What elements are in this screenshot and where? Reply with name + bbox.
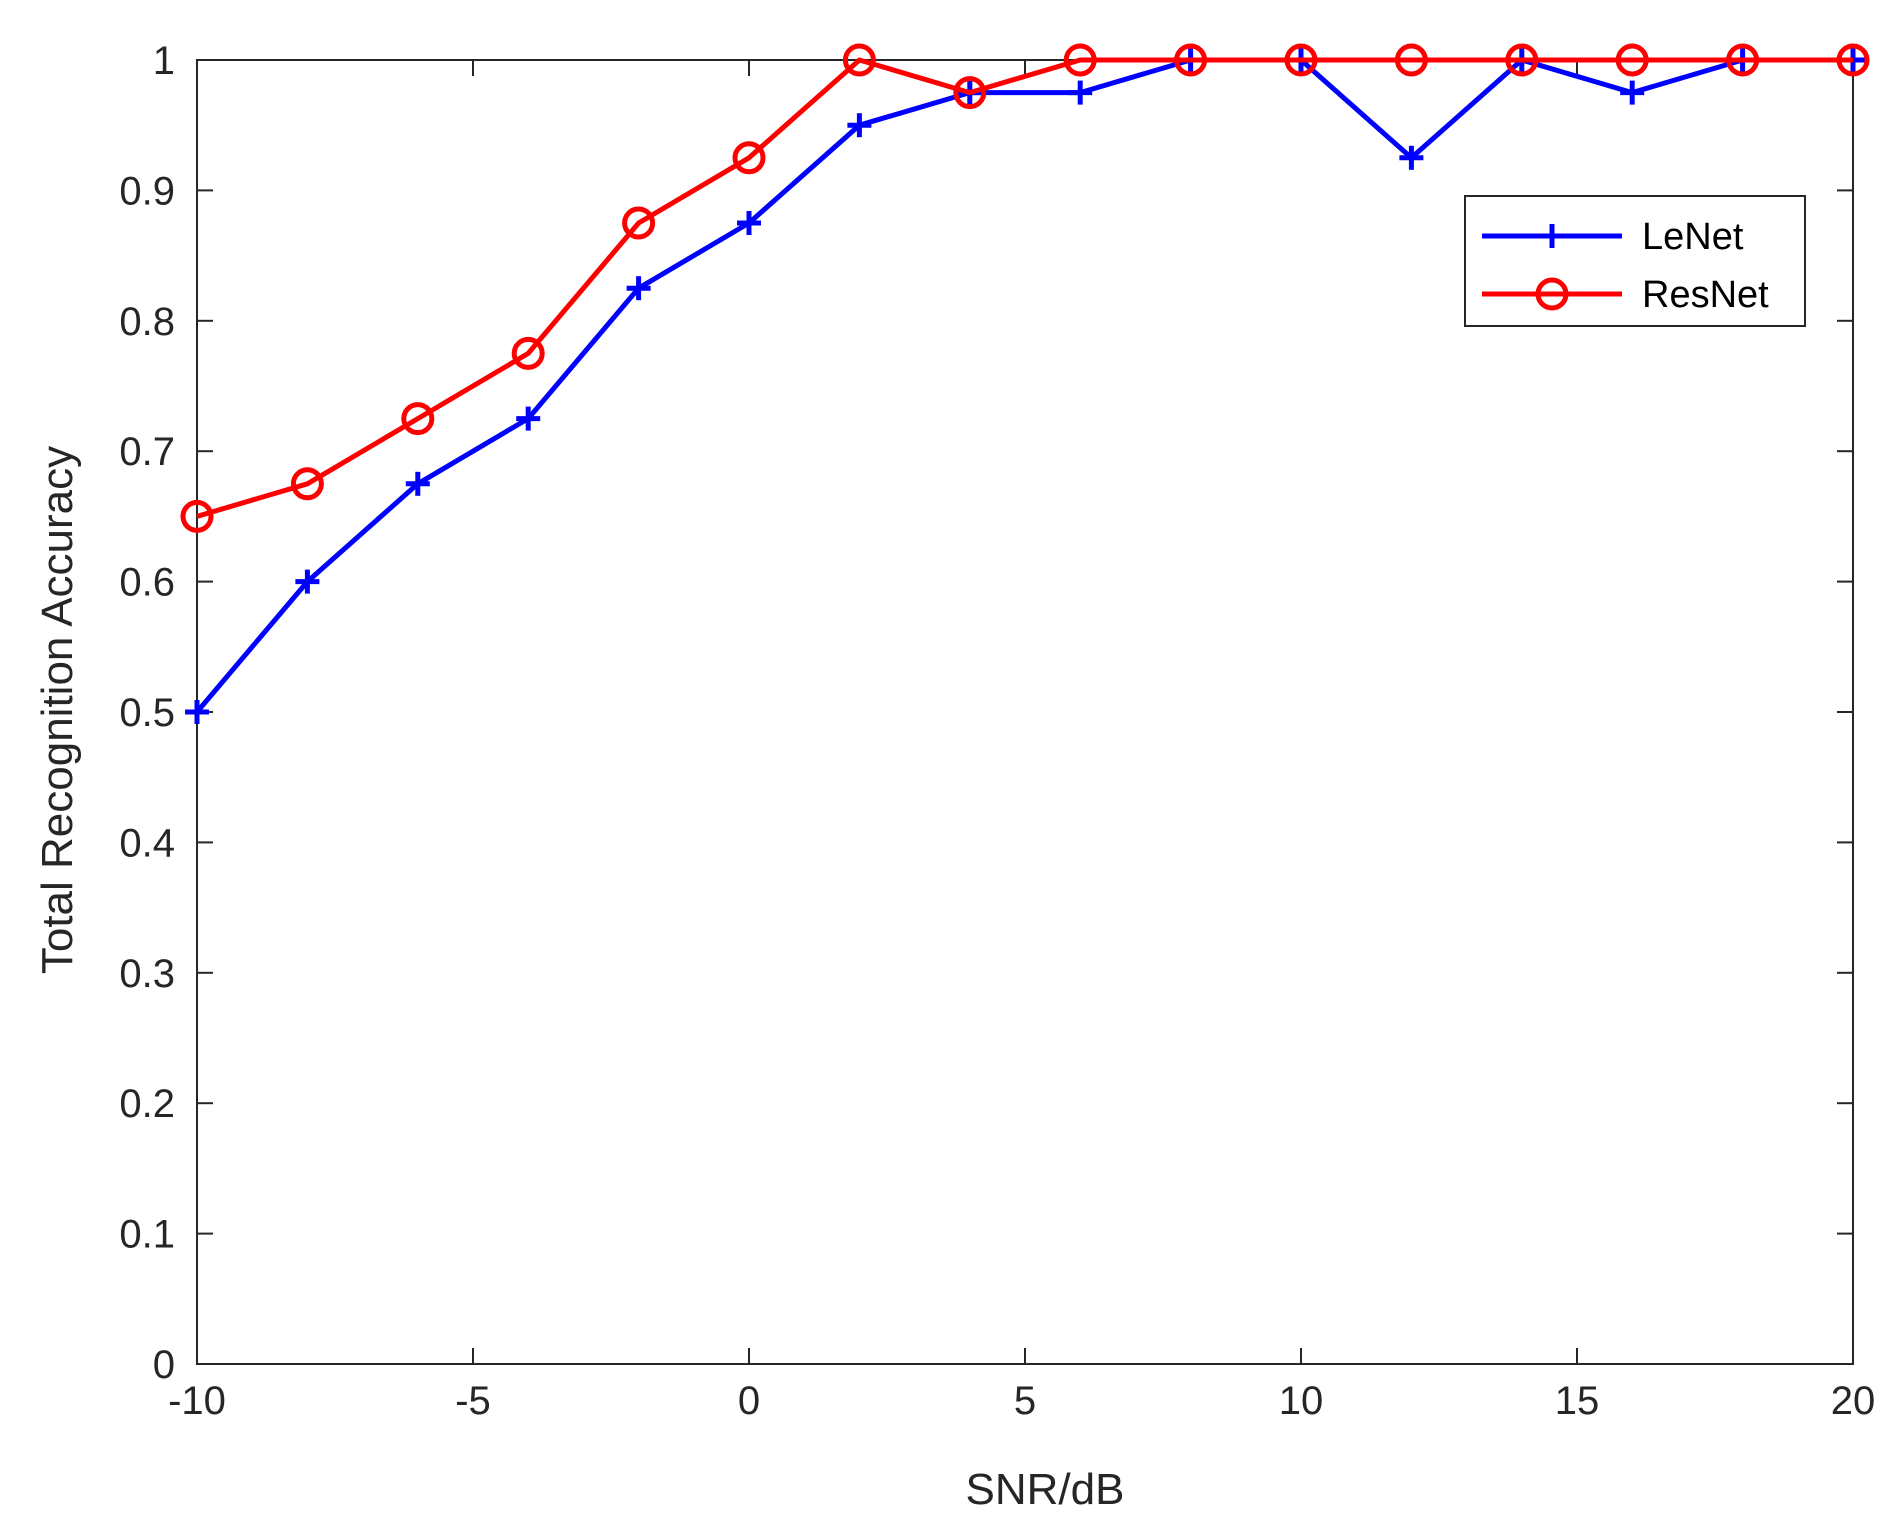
data-point-lenet	[1068, 80, 1093, 105]
y-tick-label: 0.8	[119, 300, 175, 344]
data-point-resnet	[1174, 43, 1208, 77]
data-point-resnet	[1394, 43, 1428, 77]
y-tick-label: 0.9	[119, 169, 175, 213]
y-tick-label: 0	[153, 1343, 175, 1387]
data-point-lenet	[1399, 145, 1424, 170]
series-layer	[180, 43, 1870, 724]
data-point-lenet	[295, 569, 320, 594]
data-point-resnet	[1726, 43, 1760, 77]
data-point-resnet	[290, 467, 324, 501]
legend-entry-resnet: ResNet	[1482, 274, 1769, 316]
y-axis-label: Total Recognition Accuracy	[33, 446, 82, 974]
data-point-resnet	[1284, 43, 1318, 77]
data-point-lenet	[626, 276, 651, 301]
data-point-resnet	[1836, 43, 1870, 77]
legend-marker-resnet	[1535, 277, 1569, 311]
data-point-resnet	[622, 206, 656, 240]
series-resnet	[180, 43, 1870, 533]
y-tick-label: 0.5	[119, 691, 175, 735]
y-tick-label: 0.3	[119, 952, 175, 996]
y-tick-label: 0.7	[119, 430, 175, 474]
y-tick-label: 0.4	[119, 821, 175, 865]
data-point-lenet	[516, 406, 541, 431]
x-tick-label: -10	[168, 1379, 226, 1423]
x-axis-ticks: -10 -5 0 5 10 15 20	[168, 60, 1875, 1423]
data-point-resnet	[953, 76, 987, 110]
legend-label-lenet: LeNet	[1642, 216, 1744, 258]
series-line-resnet	[196, 57, 1853, 519]
legend-label-resnet: ResNet	[1642, 274, 1769, 316]
data-point-lenet	[185, 700, 209, 724]
x-tick-label: 20	[1831, 1379, 1876, 1423]
data-point-lenet	[1620, 80, 1645, 105]
y-tick-label: 1	[153, 39, 175, 83]
legend-entry-lenet: LeNet	[1482, 216, 1744, 258]
x-tick-label: 0	[738, 1379, 760, 1423]
legend-box	[1464, 195, 1806, 327]
y-tick-label: 0.1	[119, 1213, 175, 1257]
data-point-resnet	[1615, 43, 1649, 77]
series-line-lenet	[195, 57, 1853, 714]
x-axis-label: SNR/dB	[966, 1465, 1125, 1514]
data-point-resnet	[1063, 43, 1097, 77]
legend-marker-lenet	[1540, 224, 1564, 248]
data-point-resnet	[732, 141, 766, 175]
data-point-lenet	[847, 113, 872, 138]
data-point-lenet	[405, 471, 430, 496]
y-tick-label: 0.2	[119, 1082, 175, 1126]
data-point-resnet	[401, 402, 435, 436]
y-tick-label: 0.6	[119, 561, 175, 605]
data-point-lenet	[737, 211, 761, 235]
x-tick-label: 10	[1279, 1379, 1324, 1423]
series-lenet	[185, 48, 1865, 724]
x-tick-label: -5	[455, 1379, 491, 1423]
data-point-resnet	[511, 336, 545, 370]
x-tick-label: 5	[1014, 1379, 1036, 1423]
x-tick-label: 15	[1555, 1379, 1600, 1423]
y-axis-ticks: 0 0.1 0.2 0.3 0.4 0.5 0.6 0.7 0.8 0.9 1	[119, 39, 1853, 1387]
data-point-resnet	[180, 499, 214, 533]
data-point-resnet	[842, 43, 876, 77]
legend: LeNet ResNet	[1464, 195, 1806, 327]
data-point-resnet	[1505, 43, 1539, 77]
